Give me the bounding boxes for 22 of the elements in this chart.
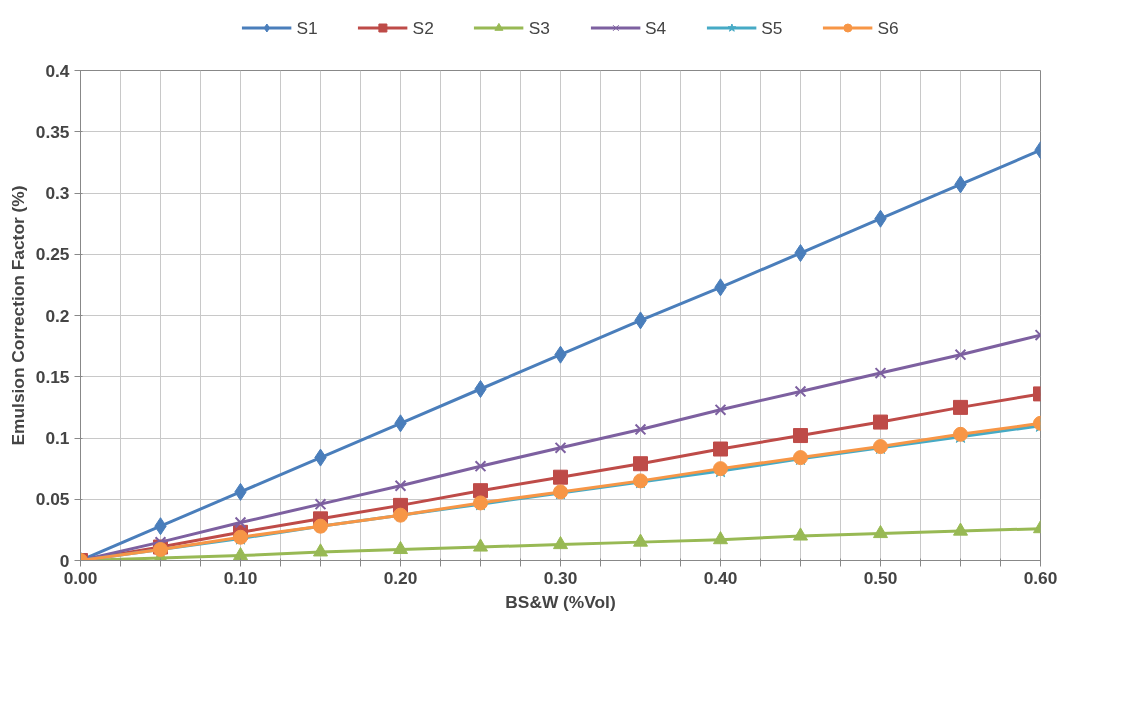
- y-tick-label: 0.4: [45, 60, 70, 81]
- x-tick-label: 0.40: [703, 567, 738, 588]
- y-tick-label: 0.35: [35, 121, 70, 142]
- y-tick-label: 0.2: [45, 305, 70, 326]
- x-tick-label: 0.10: [223, 567, 258, 588]
- y-tick-label: 0.3: [45, 183, 70, 203]
- y-tick-label: 0.1: [45, 428, 70, 448]
- y-tick-label: 0.15: [35, 366, 70, 387]
- legend-label: S1: [296, 17, 318, 38]
- x-axis-title: BS&W (%Vol): [505, 591, 616, 612]
- x-tick-label: 0.30: [543, 567, 578, 588]
- x-tick-label: 0.20: [383, 567, 418, 588]
- legend-label: S6: [877, 17, 899, 38]
- legend-label: S4: [645, 17, 667, 38]
- legend-label: S5: [761, 17, 783, 38]
- x-tick-label: 0.60: [1023, 567, 1058, 588]
- y-tick-label: 0.05: [35, 489, 70, 510]
- y-tick-label: 0.25: [35, 244, 70, 265]
- legend-label: S2: [412, 17, 434, 38]
- y-axis-title: Emulsion Correction Factor (%): [7, 185, 28, 446]
- x-tick-label: 0.50: [863, 567, 898, 588]
- legend-label: S3: [528, 17, 550, 38]
